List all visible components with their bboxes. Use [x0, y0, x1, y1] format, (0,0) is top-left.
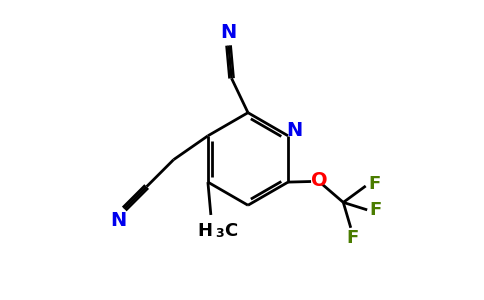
Text: 3: 3 — [215, 227, 224, 240]
Text: F: F — [346, 229, 358, 247]
Text: N: N — [110, 212, 126, 230]
Text: N: N — [220, 22, 237, 41]
Text: C: C — [224, 222, 238, 240]
Text: N: N — [287, 121, 303, 140]
Text: F: F — [369, 201, 382, 219]
Text: H: H — [197, 222, 212, 240]
Text: O: O — [311, 170, 327, 190]
Text: F: F — [368, 175, 380, 193]
